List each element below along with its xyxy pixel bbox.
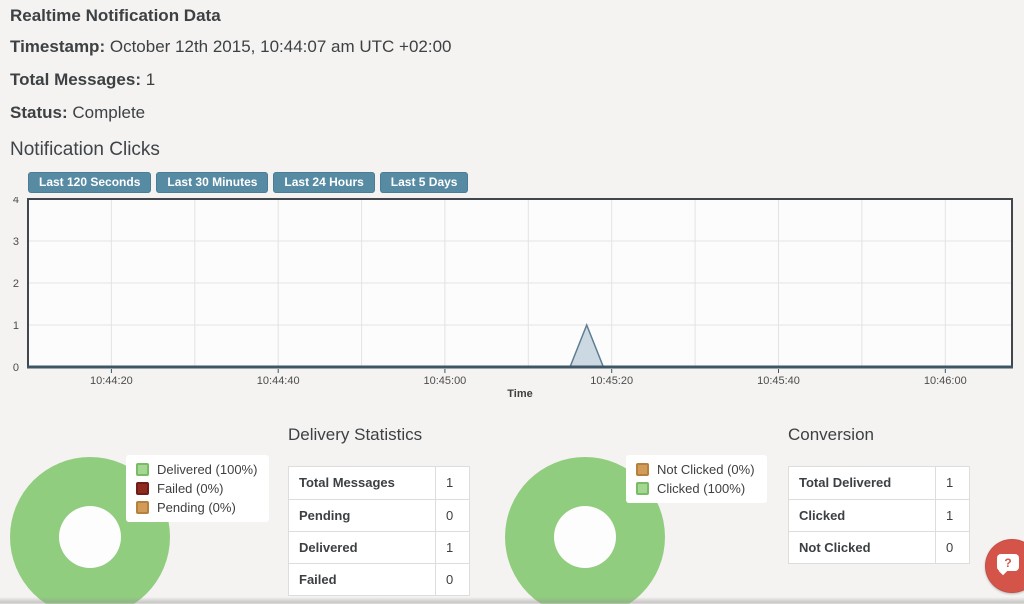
window-bottom-shadow: [0, 597, 1024, 604]
svg-text:1: 1: [13, 320, 19, 332]
legend-label: Pending (0%): [157, 500, 236, 515]
table-row: Total Messages 1: [289, 467, 469, 499]
delivery-statistics-title: Delivery Statistics: [288, 425, 423, 444]
status-label: Status:: [10, 103, 68, 122]
row-value: 0: [435, 500, 469, 531]
row-value: 1: [435, 532, 469, 563]
range-button-last-120-seconds[interactable]: Last 120 Seconds: [28, 172, 152, 193]
range-button-last-5-days[interactable]: Last 5 Days: [379, 172, 469, 193]
svg-text:4: 4: [13, 197, 19, 206]
table-row: Clicked 1: [789, 499, 969, 531]
range-button-last-30-minutes[interactable]: Last 30 Minutes: [156, 172, 269, 193]
total-messages-line: Total Messages: 1: [10, 68, 155, 92]
table-row: Delivered 1: [289, 531, 469, 563]
timestamp-value: October 12th 2015, 10:44:07 am UTC +02:0…: [109, 37, 452, 56]
legend-item-delivered[interactable]: Delivered (100%): [136, 460, 257, 479]
svg-text:10:45:20: 10:45:20: [590, 375, 633, 387]
delivered-swatch-icon: [136, 463, 149, 476]
not-clicked-swatch-icon: [636, 463, 649, 476]
status-value: Complete: [72, 103, 146, 122]
total-messages-label: Total Messages:: [10, 70, 142, 89]
row-value: 1: [435, 467, 469, 499]
row-label: Not Clicked: [799, 540, 871, 555]
row-label: Total Delivered: [799, 475, 892, 490]
total-messages-value: 1: [145, 70, 156, 89]
row-value: 0: [435, 564, 469, 595]
svg-text:10:45:40: 10:45:40: [757, 375, 800, 387]
notification-clicks-chart: 0 1 2 3 4 10:44:20 10:44:40 10:45:00 10:45:20 10:…: [0, 194, 1016, 400]
help-button[interactable]: ?: [985, 539, 1024, 593]
table-row: Total Delivered 1: [789, 467, 969, 499]
row-label: Total Messages: [299, 475, 395, 490]
donut-hole: [59, 506, 121, 568]
legend-item-not-clicked[interactable]: Not Clicked (0%): [636, 460, 755, 479]
svg-text:10:44:40: 10:44:40: [257, 375, 300, 387]
table-row: Pending 0: [289, 499, 469, 531]
svg-text:10:44:20: 10:44:20: [90, 375, 133, 387]
chat-bubble-question-icon: ?: [997, 554, 1019, 576]
row-label: Pending: [299, 508, 351, 523]
conversion-table: Total Delivered 1 Clicked 1 Not Clicked …: [788, 466, 970, 564]
pending-swatch-icon: [136, 501, 149, 514]
donut-hole: [554, 506, 616, 568]
time-range-button-group: Last 120 Seconds Last 30 Minutes Last 24…: [28, 172, 469, 193]
svg-text:Time: Time: [507, 388, 532, 399]
page-title: Realtime Notification Data: [10, 6, 221, 25]
conversion-legend: Not Clicked (0%) Clicked (100%): [626, 455, 767, 503]
status-line: Status: Complete: [10, 101, 145, 125]
legend-item-failed[interactable]: Failed (0%): [136, 479, 257, 498]
row-value: 0: [935, 532, 969, 563]
timestamp-line: Timestamp: October 12th 2015, 10:44:07 a…: [10, 35, 451, 59]
row-label: Failed: [299, 572, 337, 587]
failed-swatch-icon: [136, 482, 149, 495]
clicked-swatch-icon: [636, 482, 649, 495]
legend-item-pending[interactable]: Pending (0%): [136, 498, 257, 517]
svg-text:3: 3: [13, 236, 19, 248]
svg-text:0: 0: [13, 362, 19, 374]
row-value: 1: [935, 500, 969, 531]
table-row: Not Clicked 0: [789, 531, 969, 563]
section-title-notification-clicks: Notification Clicks: [10, 139, 160, 160]
row-label: Delivered: [299, 540, 358, 555]
legend-item-clicked[interactable]: Clicked (100%): [636, 479, 755, 498]
row-value: 1: [935, 467, 969, 499]
legend-label: Clicked (100%): [657, 481, 746, 496]
delivery-statistics-table: Total Messages 1 Pending 0 Delivered 1 F…: [288, 466, 470, 596]
legend-label: Not Clicked (0%): [657, 462, 755, 477]
timestamp-label: Timestamp:: [10, 37, 106, 56]
conversion-title: Conversion: [788, 425, 874, 444]
table-row: Failed 0: [289, 563, 469, 595]
range-button-last-24-hours[interactable]: Last 24 Hours: [273, 172, 375, 193]
legend-label: Failed (0%): [157, 481, 224, 496]
svg-text:2: 2: [13, 278, 19, 290]
svg-text:10:45:00: 10:45:00: [423, 375, 466, 387]
question-glyph: ?: [1004, 556, 1012, 570]
delivery-legend: Delivered (100%) Failed (0%) Pending (0%…: [126, 455, 270, 522]
row-label: Clicked: [799, 508, 846, 523]
svg-text:10:46:00: 10:46:00: [924, 375, 967, 387]
legend-label: Delivered (100%): [157, 462, 258, 477]
